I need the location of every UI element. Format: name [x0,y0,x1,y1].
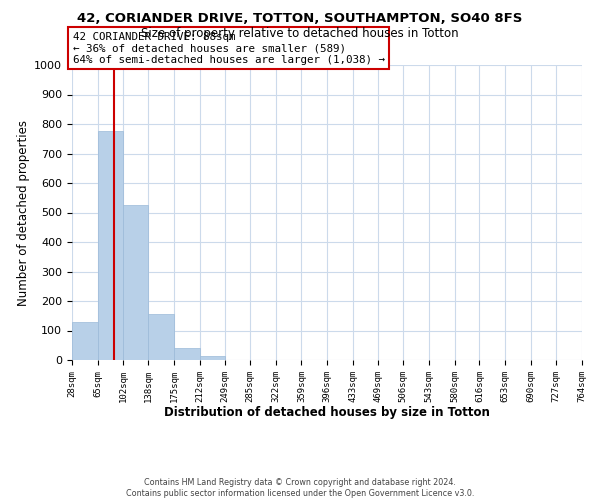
Bar [98,132,123,360]
Bar [123,205,148,360]
Text: Contains HM Land Registry data © Crown copyright and database right 2024.
Contai: Contains HM Land Registry data © Crown c… [126,478,474,498]
Text: 42, CORIANDER DRIVE, TOTTON, SOUTHAMPTON, SO40 8FS: 42, CORIANDER DRIVE, TOTTON, SOUTHAMPTON… [77,12,523,26]
Y-axis label: Number of detached properties: Number of detached properties [17,120,30,306]
Bar [148,314,174,360]
Bar [199,356,225,360]
Text: Size of property relative to detached houses in Totton: Size of property relative to detached ho… [141,28,459,40]
X-axis label: Distribution of detached houses by size in Totton: Distribution of detached houses by size … [164,406,490,419]
Bar [174,348,199,360]
Text: 42 CORIANDER DRIVE: 88sqm
← 36% of detached houses are smaller (589)
64% of semi: 42 CORIANDER DRIVE: 88sqm ← 36% of detac… [73,32,385,65]
Bar [72,322,98,360]
